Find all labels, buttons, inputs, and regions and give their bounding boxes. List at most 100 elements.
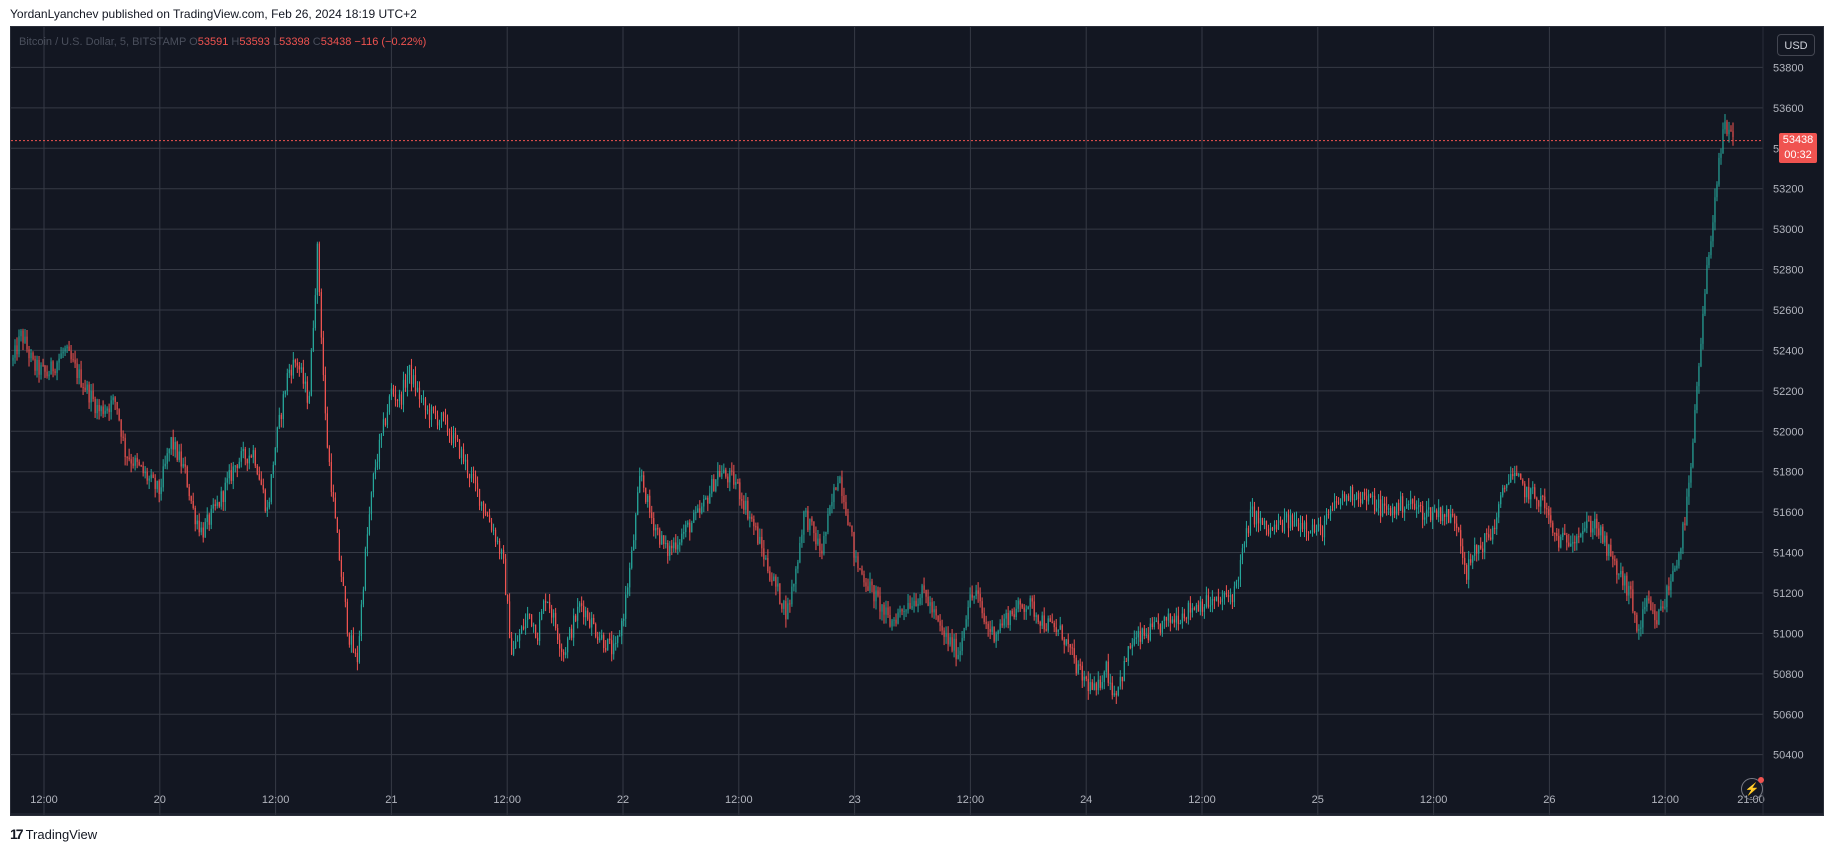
- candle-body: [1702, 313, 1704, 344]
- candle-body: [673, 542, 675, 549]
- candle-body: [1337, 502, 1340, 504]
- candle-body: [1634, 611, 1636, 615]
- candle-body: [1255, 511, 1258, 525]
- candle-body: [316, 243, 318, 296]
- candle-body: [134, 457, 136, 466]
- candle-body: [1488, 534, 1490, 538]
- candle-body: [52, 361, 54, 372]
- candle-body: [551, 608, 553, 618]
- candle-body: [561, 648, 563, 652]
- candle-body: [685, 524, 687, 533]
- candle-body: [641, 475, 643, 477]
- candle-body: [510, 638, 513, 655]
- candle-body: [290, 369, 292, 376]
- candle-body: [186, 466, 188, 488]
- candle-body: [1416, 507, 1418, 509]
- candle-body: [629, 567, 631, 588]
- candle-body: [1598, 528, 1600, 536]
- candle-body: [1305, 522, 1308, 532]
- candle-body: [845, 502, 847, 515]
- candle-body: [1618, 574, 1620, 576]
- candle-body: [973, 596, 975, 598]
- candle-body: [827, 514, 829, 532]
- candle-body: [144, 471, 146, 474]
- lightning-icon[interactable]: ⚡: [1741, 778, 1763, 800]
- symbol-label: Bitcoin / U.S. Dollar, 5, BITSTAMP: [19, 36, 187, 48]
- candle-body: [1708, 255, 1710, 266]
- candle-body: [1420, 504, 1422, 506]
- candle-body: [1163, 616, 1165, 622]
- candle-body: [1121, 676, 1123, 682]
- candle-body: [1089, 682, 1091, 692]
- y-tick-label: 50600: [1773, 709, 1804, 721]
- candle-body: [613, 643, 615, 655]
- candle-body: [1175, 615, 1177, 623]
- price-chart[interactable]: 50400 50600 50800 51000 51200 51400 51600 51800…: [11, 27, 1823, 815]
- candle-body: [1273, 524, 1276, 530]
- candle-body: [585, 610, 587, 618]
- y-tick-label: 53000: [1773, 224, 1804, 236]
- candle-body: [242, 448, 244, 452]
- candle-body: [336, 518, 338, 533]
- candle-body: [1015, 608, 1017, 618]
- candle-body: [991, 626, 993, 632]
- candle-body: [781, 603, 783, 609]
- candle-body: [480, 501, 483, 506]
- candle-body: [168, 448, 170, 454]
- candle-body: [1341, 494, 1344, 499]
- candle-body: [1057, 629, 1059, 632]
- candle-body: [567, 638, 569, 653]
- candle-body: [993, 626, 995, 642]
- x-tick-label: 12:00: [1188, 794, 1216, 806]
- candle-body: [573, 615, 575, 638]
- candle-body: [434, 411, 437, 416]
- candle-body: [1027, 606, 1029, 610]
- candle-body: [1271, 527, 1274, 530]
- candle-body: [110, 400, 112, 413]
- candle-body: [208, 514, 210, 525]
- candle-body: [887, 607, 889, 615]
- candle-body: [903, 610, 905, 612]
- candle-body: [705, 497, 707, 500]
- candle-body: [204, 521, 206, 538]
- tradingview-logo[interactable]: 17 TradingView: [10, 826, 97, 842]
- candle-body: [743, 500, 745, 510]
- candle-body: [1009, 610, 1011, 626]
- candle-body: [1632, 589, 1634, 612]
- candle-body: [88, 384, 90, 403]
- candle-body: [751, 516, 753, 520]
- candle-body: [1133, 638, 1135, 645]
- candle-body: [1642, 609, 1644, 628]
- candle-body: [747, 500, 749, 519]
- candle-body: [1670, 581, 1672, 591]
- candle-body: [352, 635, 354, 653]
- candle-body: [749, 516, 751, 519]
- candle-body: [54, 371, 56, 373]
- candle-body: [1680, 548, 1682, 554]
- candle-body: [94, 398, 96, 414]
- candle-body: [885, 607, 887, 615]
- candles: [12, 114, 1734, 704]
- candle-body: [1041, 615, 1043, 626]
- candle-body: [400, 394, 403, 405]
- candle-body: [1257, 511, 1260, 524]
- currency-button[interactable]: USD: [1777, 34, 1815, 56]
- candle-body: [108, 408, 110, 413]
- candle-body: [1045, 629, 1047, 631]
- candle-body: [308, 395, 310, 403]
- chart-area[interactable]: 50400 50600 50800 51000 51200 51400 51600 51800…: [10, 26, 1824, 816]
- candle-body: [831, 502, 833, 507]
- candle-body: [196, 520, 198, 525]
- candle-body: [132, 463, 134, 466]
- candle-body: [1518, 473, 1520, 476]
- candle-body: [1165, 616, 1167, 621]
- x-tick-label: 12:00: [725, 794, 753, 806]
- candle-body: [156, 480, 158, 489]
- candle-body: [1087, 678, 1089, 692]
- candle-body: [1173, 619, 1175, 623]
- candle-body: [1247, 528, 1250, 534]
- candle-body: [549, 602, 551, 609]
- candle-body: [1574, 542, 1576, 544]
- candle-body: [166, 453, 168, 464]
- candle-body: [106, 408, 108, 411]
